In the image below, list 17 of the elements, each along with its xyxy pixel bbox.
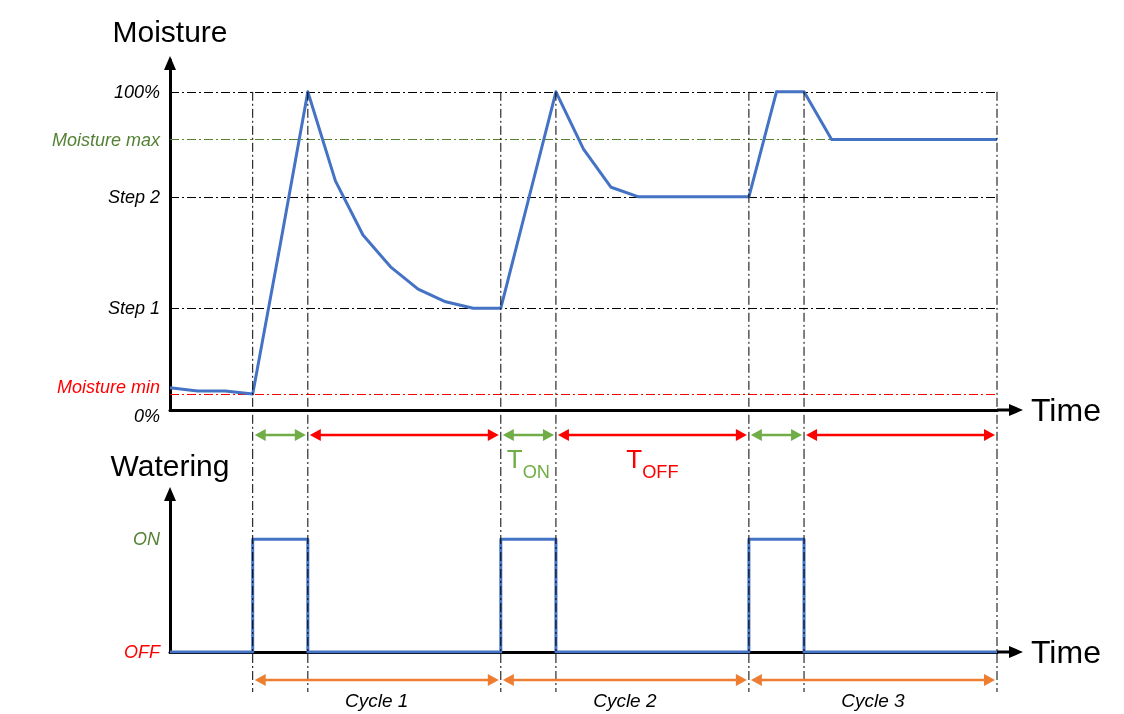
text: T$_{ON}$ [506, 444, 550, 482]
text: Cycle 2 [593, 690, 657, 711]
x-axis-title: Time [1031, 634, 1101, 670]
text: Cycle 1 [345, 690, 409, 711]
y-tick-label: Step 1 [107, 298, 160, 319]
y-tick-label: 0% [133, 406, 160, 426]
text: ON [133, 529, 161, 550]
y-tick-label: Moisture max [51, 129, 161, 150]
y-tick-label: 100% [113, 81, 160, 102]
text: Cycle 3 [841, 690, 906, 711]
text: T$_{OFF}$ [626, 444, 679, 482]
y-axis-title: Moisture [112, 14, 228, 48]
y-tick-label: Step 2 [107, 186, 160, 207]
y-axis-title: Watering [110, 448, 230, 482]
text: OFF [124, 642, 161, 662]
x-axis-title: Time [1031, 392, 1101, 428]
y-tick-label: Moisture min [56, 377, 160, 398]
